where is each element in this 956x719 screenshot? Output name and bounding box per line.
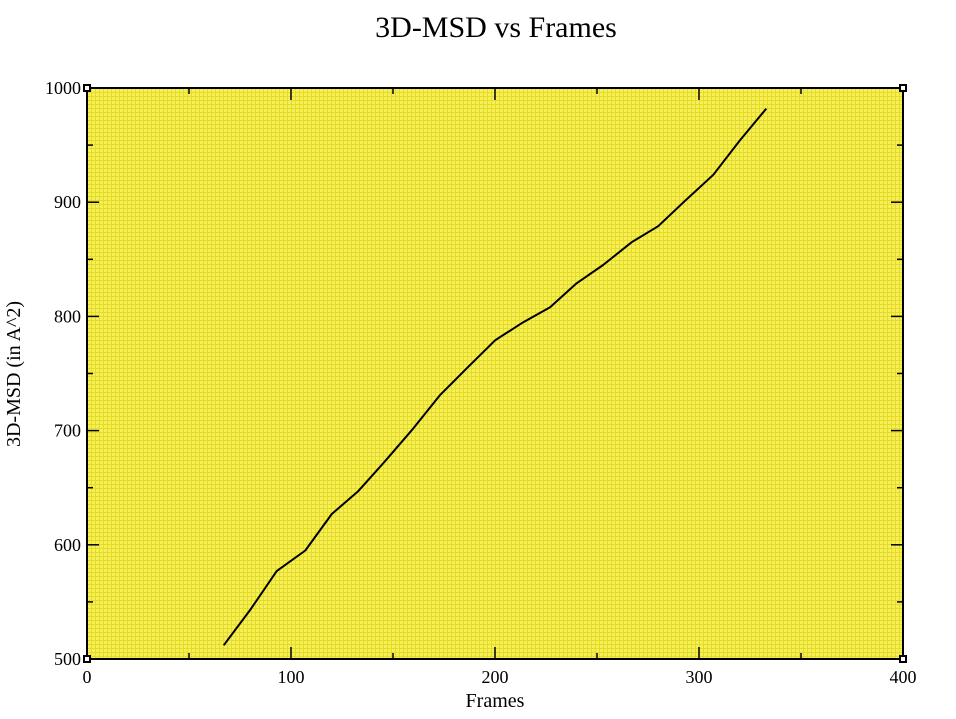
- y-axis-label: 3D-MSD (in A^2): [3, 301, 25, 447]
- chart-title: 3D-MSD vs Frames: [375, 11, 617, 44]
- frame-corner-handles: [83, 84, 907, 663]
- series-line-1: [222, 107, 768, 646]
- series-layer: [222, 107, 768, 646]
- x-tick-label: 300: [686, 667, 713, 687]
- y-tick-label: 800: [54, 306, 81, 326]
- x-axis: 0 100 200 300 400: [83, 88, 917, 687]
- corner-handle-bottom-right: [899, 655, 907, 663]
- y-axis: 500 600 700 800 900 1000: [45, 78, 903, 669]
- plot-area: [86, 87, 904, 660]
- x-tick-label: 0: [83, 667, 92, 687]
- x-tick-label: 100: [278, 667, 305, 687]
- y-tick-label: 900: [54, 192, 81, 212]
- y-tick-label: 600: [54, 535, 81, 555]
- x-tick-label: 400: [890, 667, 917, 687]
- y-tick-label: 500: [54, 649, 81, 669]
- x-tick-label: 200: [482, 667, 509, 687]
- y-tick-label: 700: [54, 421, 81, 441]
- y-tick-label: 1000: [45, 78, 81, 98]
- corner-handle-bottom-left: [83, 655, 91, 663]
- corner-handle-top-right: [899, 84, 907, 92]
- corner-handle-top-left: [83, 84, 91, 92]
- x-axis-label: Frames: [466, 690, 525, 712]
